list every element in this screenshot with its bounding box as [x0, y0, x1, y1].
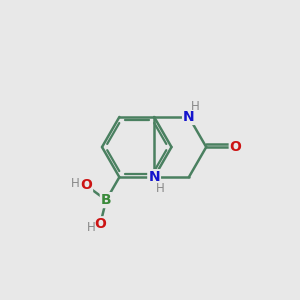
Text: O: O — [230, 140, 242, 154]
Text: H: H — [191, 100, 200, 113]
Text: N: N — [183, 110, 195, 124]
Text: N: N — [148, 170, 160, 184]
Text: H: H — [156, 182, 165, 195]
Text: B: B — [101, 193, 111, 207]
Text: H: H — [86, 221, 95, 234]
Text: O: O — [94, 217, 106, 231]
Text: H: H — [70, 177, 79, 190]
Text: O: O — [80, 178, 92, 192]
